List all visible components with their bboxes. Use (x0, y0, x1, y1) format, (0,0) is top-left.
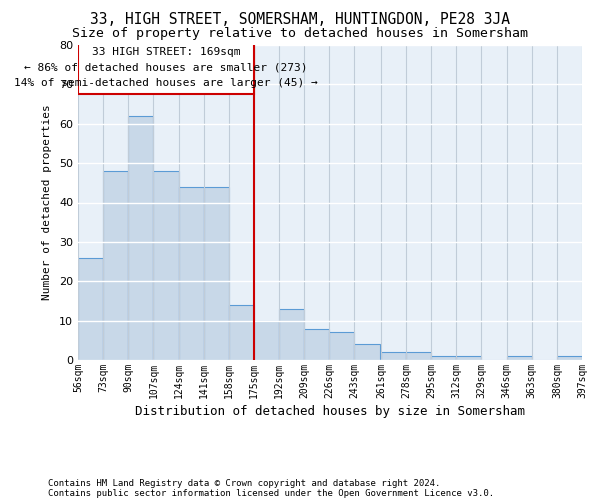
Bar (128, 116, 154, 360)
Bar (457, 356, 481, 360)
Bar (304, 328, 329, 360)
Bar (406, 352, 431, 360)
Bar (506, 356, 532, 360)
Bar (78, 258, 103, 360)
X-axis label: Distribution of detached houses by size in Somersham: Distribution of detached houses by size … (135, 405, 525, 418)
Text: 33 HIGH STREET: 169sqm: 33 HIGH STREET: 169sqm (92, 47, 240, 57)
Bar (431, 356, 457, 360)
Bar (203, 186, 229, 360)
Text: Contains HM Land Registry data © Crown copyright and database right 2024.: Contains HM Land Registry data © Crown c… (48, 478, 440, 488)
Text: 14% of semi-detached houses are larger (45) →: 14% of semi-detached houses are larger (… (14, 78, 318, 88)
Bar (355, 344, 380, 360)
Bar (557, 356, 582, 360)
Bar (329, 332, 355, 360)
Bar (229, 305, 254, 360)
Bar (103, 171, 128, 360)
Bar (179, 186, 203, 360)
Bar (254, 320, 279, 360)
Bar (381, 352, 406, 360)
Text: Size of property relative to detached houses in Somersham: Size of property relative to detached ho… (72, 28, 528, 40)
Bar (279, 309, 304, 360)
Y-axis label: Number of detached properties: Number of detached properties (42, 104, 52, 300)
Text: 33, HIGH STREET, SOMERSHAM, HUNTINGDON, PE28 3JA: 33, HIGH STREET, SOMERSHAM, HUNTINGDON, … (90, 12, 510, 28)
Bar (154, 171, 179, 360)
FancyBboxPatch shape (78, 43, 254, 94)
Text: ← 86% of detached houses are smaller (273): ← 86% of detached houses are smaller (27… (24, 62, 308, 72)
Text: Contains public sector information licensed under the Open Government Licence v3: Contains public sector information licen… (48, 488, 494, 498)
